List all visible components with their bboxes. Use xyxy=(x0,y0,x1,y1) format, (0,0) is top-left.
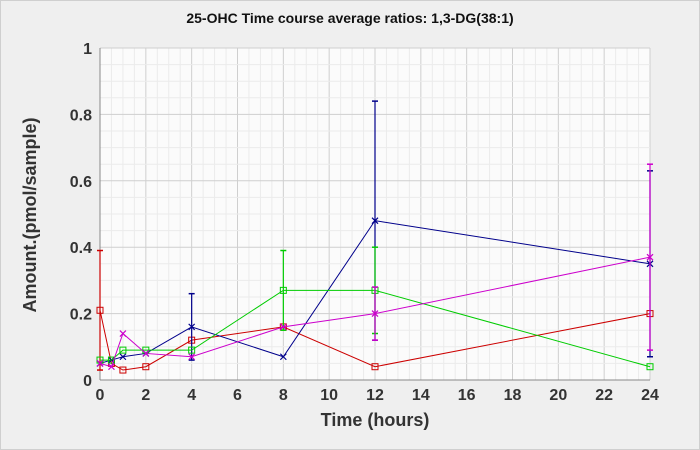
data-point-stroke xyxy=(108,363,115,371)
data-point xyxy=(96,306,104,314)
x-tick-label: 24 xyxy=(641,387,659,404)
y-tick-label: 0.2 xyxy=(70,307,92,324)
y-tick-label: 0.6 xyxy=(70,174,92,191)
data-point-stroke xyxy=(646,253,654,261)
data-point-stroke xyxy=(279,353,287,361)
x-tick-label: 4 xyxy=(187,387,196,404)
data-point-stroke xyxy=(119,330,127,337)
grid-lines xyxy=(99,47,651,381)
data-point xyxy=(188,346,196,354)
data-point xyxy=(646,363,654,371)
data-point xyxy=(142,363,150,371)
x-tick-label: 20 xyxy=(549,387,567,404)
data-point-stroke xyxy=(119,353,127,361)
y-tick-label: 0.8 xyxy=(70,107,92,124)
data-point-stroke xyxy=(142,350,150,357)
data-point xyxy=(119,366,127,374)
x-tick-label: 0 xyxy=(96,387,105,404)
data-point xyxy=(107,356,115,364)
x-axis-ticks: 0 2 4 6 8 10 12 14 16 18 20 22 24 xyxy=(96,387,659,404)
y-tick-label: 0.4 xyxy=(70,240,92,257)
data-point xyxy=(188,353,196,361)
series-magenta xyxy=(96,163,654,371)
x-tick-label: 6 xyxy=(233,387,242,404)
data-point xyxy=(279,286,287,294)
y-tick-label: 1 xyxy=(83,41,92,58)
series-magenta-line xyxy=(99,256,651,368)
x-tick-label: 16 xyxy=(458,387,476,404)
series-green-line xyxy=(100,289,651,368)
y-tick-label: 0 xyxy=(83,373,92,390)
data-point-stroke xyxy=(188,353,196,361)
data-point xyxy=(119,346,127,354)
data-point-stroke xyxy=(188,323,196,331)
data-point xyxy=(119,353,127,361)
data-point-stroke xyxy=(371,217,379,225)
data-point xyxy=(371,310,379,318)
data-point xyxy=(279,353,287,361)
data-point xyxy=(646,253,654,261)
data-point xyxy=(371,363,379,371)
x-tick-label: 10 xyxy=(320,387,338,404)
x-tick-label: 14 xyxy=(412,387,430,404)
data-point-stroke xyxy=(371,310,379,318)
y-axis-label: Amount.(pmol/sample) xyxy=(20,117,40,312)
data-point-stroke xyxy=(279,323,287,331)
data-point xyxy=(119,330,127,337)
x-tick-label: 18 xyxy=(504,387,522,404)
data-point xyxy=(371,217,379,225)
data-point xyxy=(188,323,196,331)
data-point xyxy=(96,359,104,367)
data-point xyxy=(108,363,115,371)
data-point xyxy=(279,323,287,331)
data-point-stroke xyxy=(96,359,104,367)
series-group xyxy=(96,100,654,374)
x-tick-label: 8 xyxy=(279,387,288,404)
x-tick-label: 2 xyxy=(141,387,150,404)
x-axis-label: Time (hours) xyxy=(321,410,430,430)
data-point xyxy=(142,350,150,357)
y-axis-ticks: 0 0.2 0.4 0.6 0.8 1 xyxy=(70,41,92,390)
chart-title: 25-OHC Time course average ratios: 1,3-D… xyxy=(186,10,513,26)
x-tick-label: 12 xyxy=(366,387,384,404)
series-blue-line xyxy=(99,220,651,364)
x-tick-label: 22 xyxy=(595,387,613,404)
